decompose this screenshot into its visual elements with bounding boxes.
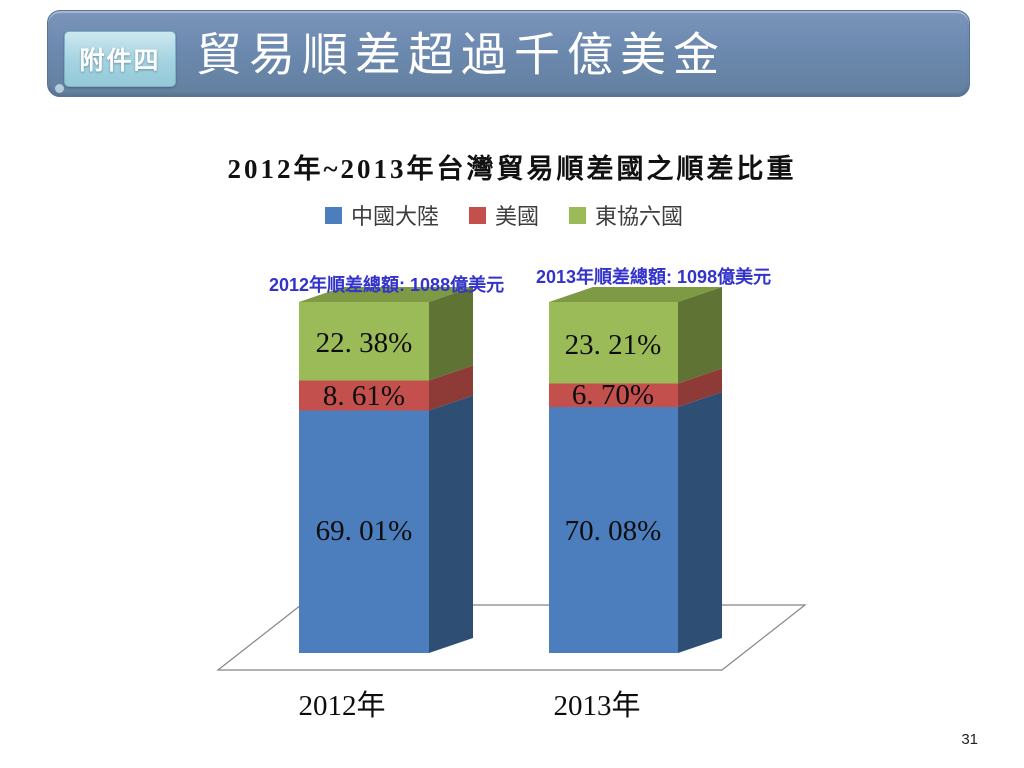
annotation-2012-total: 2012年順差總額: 1088億美元 [269, 275, 505, 295]
bar-2012-segment-china-front [299, 410, 429, 653]
bar-label-2013-asean: 23. 21% [564, 329, 662, 361]
chart-legend: 中國大陸 美國 東協六國 [325, 199, 683, 231]
bar-label-2013-china: 70. 08% [564, 515, 662, 547]
header-banner: 附件四 貿易順差超過千億美金 [47, 10, 970, 97]
bar-2013-top-face [549, 287, 722, 302]
legend-label-asean: 東協六國 [595, 204, 684, 229]
bar-2013-segment-usa-front [549, 383, 678, 407]
bar-label-2012-china: 69. 01% [315, 515, 413, 547]
bar-2013-segment-china-front [549, 407, 678, 653]
attachment-badge-label: 附件四 [79, 47, 161, 75]
legend-label-usa: 美國 [495, 204, 540, 229]
legend-item-asean: 東協六國 [569, 199, 683, 231]
attachment-badge: 附件四 [64, 31, 176, 87]
bar-2013-segment-china-side [678, 392, 722, 653]
legend-swatch-usa [469, 206, 487, 224]
bar-2012-top-face [299, 287, 473, 302]
bar-2012-segment-asean-front [299, 302, 429, 381]
axis-label-2012: 2012年 [298, 690, 386, 722]
chart-title: 2012年~2013年台灣貿易順差國之順差比重 [227, 154, 797, 184]
legend-swatch-asean [569, 206, 587, 224]
legend-item-china: 中國大陸 [325, 199, 439, 231]
bar-2012-segment-asean-side [429, 287, 473, 381]
bar-label-2012-asean: 22. 38% [315, 327, 413, 359]
slide-title: 貿易順差超過千億美金 [196, 27, 726, 80]
legend-swatch-china [325, 206, 342, 224]
bar-2013-segment-asean-front [549, 302, 678, 384]
bar-2013-segment-usa-side [678, 368, 722, 407]
legend-label-china: 中國大陸 [351, 204, 440, 229]
legend-item-usa: 美國 [469, 199, 539, 231]
bar-label-2013-usa: 6. 70% [571, 379, 655, 411]
axis-label-2013: 2013年 [553, 690, 641, 722]
bar-2013-segment-asean-side [678, 287, 722, 384]
annotation-2013-total: 2013年順差總額: 1098億美元 [536, 267, 772, 287]
bar-2012-segment-china-side [429, 395, 473, 653]
bar-2012-segment-usa-front [299, 380, 429, 411]
page-number: 31 [961, 731, 978, 748]
bar-label-2012-usa: 8. 61% [322, 380, 406, 412]
